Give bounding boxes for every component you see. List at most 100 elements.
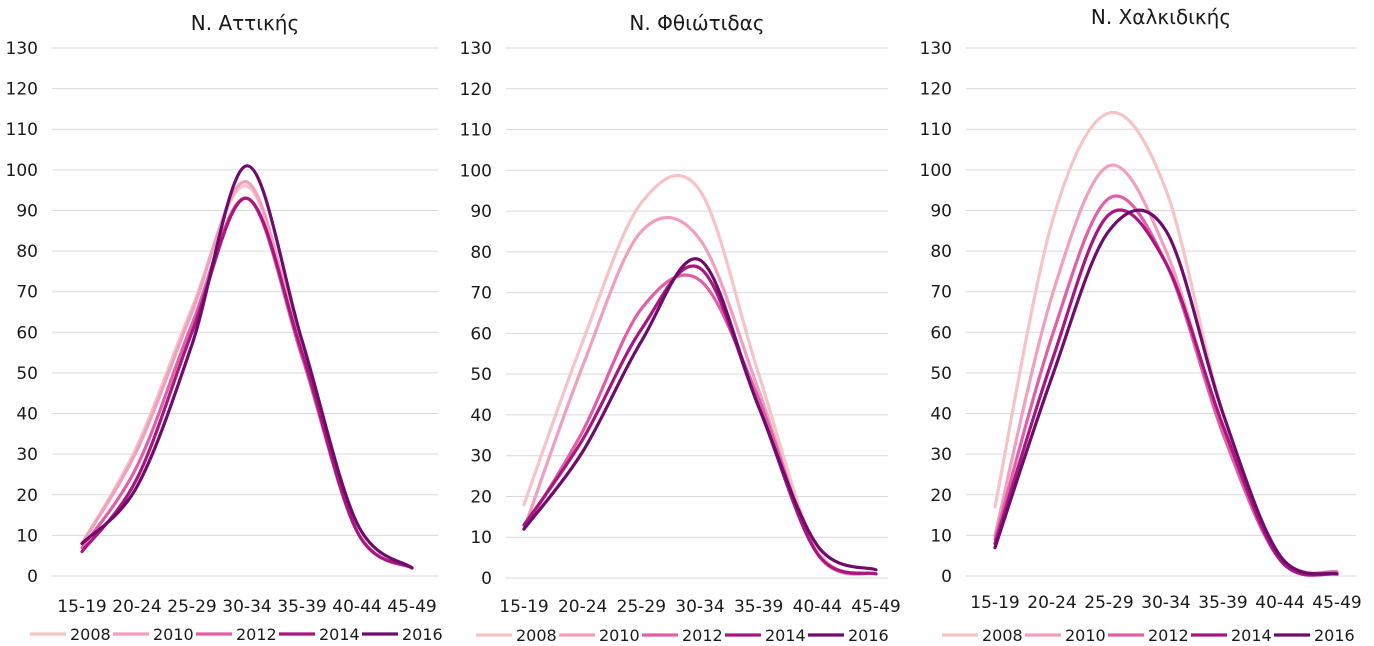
series-line-2008 [522,173,878,576]
y-tick-label: 20 [16,486,38,506]
chart-chalkidiki: Ν. Χαλκιδικής 0 10 20 30 40 50 60 70 80 90 100 110 12… [920,5,1362,645]
y-tick-label: 110 [920,120,952,140]
y-tick-label: 100 [460,161,492,181]
series-line-2016 [993,208,1339,576]
y-tick-label: 110 [6,120,38,140]
legend-label-2010: 2010 [153,625,194,644]
series-line-2014 [80,196,414,570]
x-tick-label: 40-44 [332,597,381,617]
chart-panel-attiki: Ν. Αττικής 0 10 20 30 40 50 60 70 80 90 100 110 120 13… [0,0,458,646]
x-tick-label: 15-19 [970,593,1019,613]
legend-label-2008: 2008 [516,626,557,645]
y-tick-label: 50 [930,364,952,384]
x-tick-label: 20-24 [1027,593,1076,613]
y-tick-label: 80 [16,242,38,262]
y-tick-label: 80 [930,242,952,262]
x-tick-label: 30-34 [675,597,724,617]
y-tick-label: 80 [470,243,492,263]
legend-label-2010: 2010 [1065,626,1106,645]
y-tick-label: 40 [930,405,952,425]
x-tick-label: 45-49 [387,597,436,617]
legend-label-2014: 2014 [1231,626,1272,645]
chart-panel-chalkidiki: Ν. Χαλκιδικής 0 10 20 30 40 50 60 70 80 90 100 110 12… [916,0,1374,646]
y-tick-label: 0 [481,569,492,589]
y-tick-label: 70 [16,283,38,303]
y-tick-label: 30 [930,445,952,465]
y-tick-label: 0 [27,567,38,587]
y-tick-label: 130 [460,39,492,59]
x-tick-label: 25-29 [1084,593,1133,613]
series-line-2014 [522,264,878,576]
legend-label-2016: 2016 [402,625,443,644]
x-tick-label: 45-49 [851,597,900,617]
y-tick-label: 130 [920,39,952,59]
x-tick-label: 25-29 [617,597,666,617]
legend-label-2008: 2008 [70,625,111,644]
y-tick-label: 10 [470,528,492,548]
series-line-2016 [80,164,414,570]
y-tick-label: 60 [470,324,492,344]
y-tick-label: 40 [470,406,492,426]
x-tick-label: 40-44 [1255,593,1304,613]
legend-label-2014: 2014 [319,625,360,644]
y-tick-label: 50 [470,365,492,385]
y-tick-label: 30 [16,445,38,465]
y-tick-label: 100 [6,161,38,181]
x-tick-label: 20-24 [112,597,161,617]
legend-label-2012: 2012 [682,626,723,645]
legend-label-2016: 2016 [1314,626,1355,645]
chart-title: Ν. Φθιώτιδας [629,11,764,35]
x-tick-label: 35-39 [277,597,326,617]
y-tick-label: 60 [16,323,38,343]
chart-panel-fthiotida: Ν. Φθιώτιδας 0 10 20 30 40 50 60 70 80 90 100 110 120… [458,0,916,646]
x-tick-label: 20-24 [558,597,607,617]
x-tick-label: 25-29 [167,597,216,617]
y-tick-label: 120 [460,80,492,100]
y-tick-label: 130 [6,39,38,59]
legend-label-2008: 2008 [982,626,1023,645]
x-tick-label: 30-34 [222,597,271,617]
x-tick-label: 35-39 [1198,593,1247,613]
legend-label-2010: 2010 [599,626,640,645]
y-tick-label: 100 [920,161,952,181]
series-line-2012 [80,196,414,570]
chart-title: Ν. Χαλκιδικής [1091,5,1231,29]
legend-label-2012: 2012 [1148,626,1189,645]
legend-label-2012: 2012 [236,625,277,644]
x-tick-label: 40-44 [793,597,842,617]
legend-label-2016: 2016 [848,626,889,645]
y-tick-label: 10 [930,526,952,546]
y-tick-label: 90 [470,202,492,222]
chart-fthiotida: Ν. Φθιώτιδας 0 10 20 30 40 50 60 70 80 90 100 110 120… [460,11,901,645]
x-tick-label: 15-19 [57,597,106,617]
x-tick-label: 35-39 [734,597,783,617]
series-line-2010 [522,216,878,576]
y-tick-label: 120 [920,80,952,100]
y-tick-label: 20 [930,486,952,506]
series-line-2016 [522,257,878,572]
y-tick-label: 70 [930,283,952,303]
x-tick-label: 30-34 [1141,593,1190,613]
y-tick-label: 70 [470,284,492,304]
chart-title: Ν. Αττικής [191,11,299,35]
y-tick-label: 120 [6,80,38,100]
y-tick-label: 40 [16,405,38,425]
chart-attiki: Ν. Αττικής 0 10 20 30 40 50 60 70 80 90 100 110 120 13… [6,11,443,644]
legend-label-2014: 2014 [765,626,806,645]
y-tick-label: 50 [16,364,38,384]
series-line-2010 [80,180,414,570]
y-tick-label: 10 [16,526,38,546]
y-tick-label: 30 [470,447,492,467]
y-tick-label: 110 [460,121,492,141]
y-tick-label: 90 [930,201,952,221]
y-tick-label: 90 [16,201,38,221]
y-tick-label: 60 [930,323,952,343]
series-line-2008 [993,110,1339,575]
series-line-2012 [522,273,878,576]
y-tick-label: 20 [470,487,492,507]
x-tick-label: 15-19 [499,597,548,617]
x-tick-label: 45-49 [1312,593,1361,613]
series-line-2014 [993,208,1339,577]
series-line-2008 [80,184,414,570]
series-line-2010 [993,163,1339,576]
